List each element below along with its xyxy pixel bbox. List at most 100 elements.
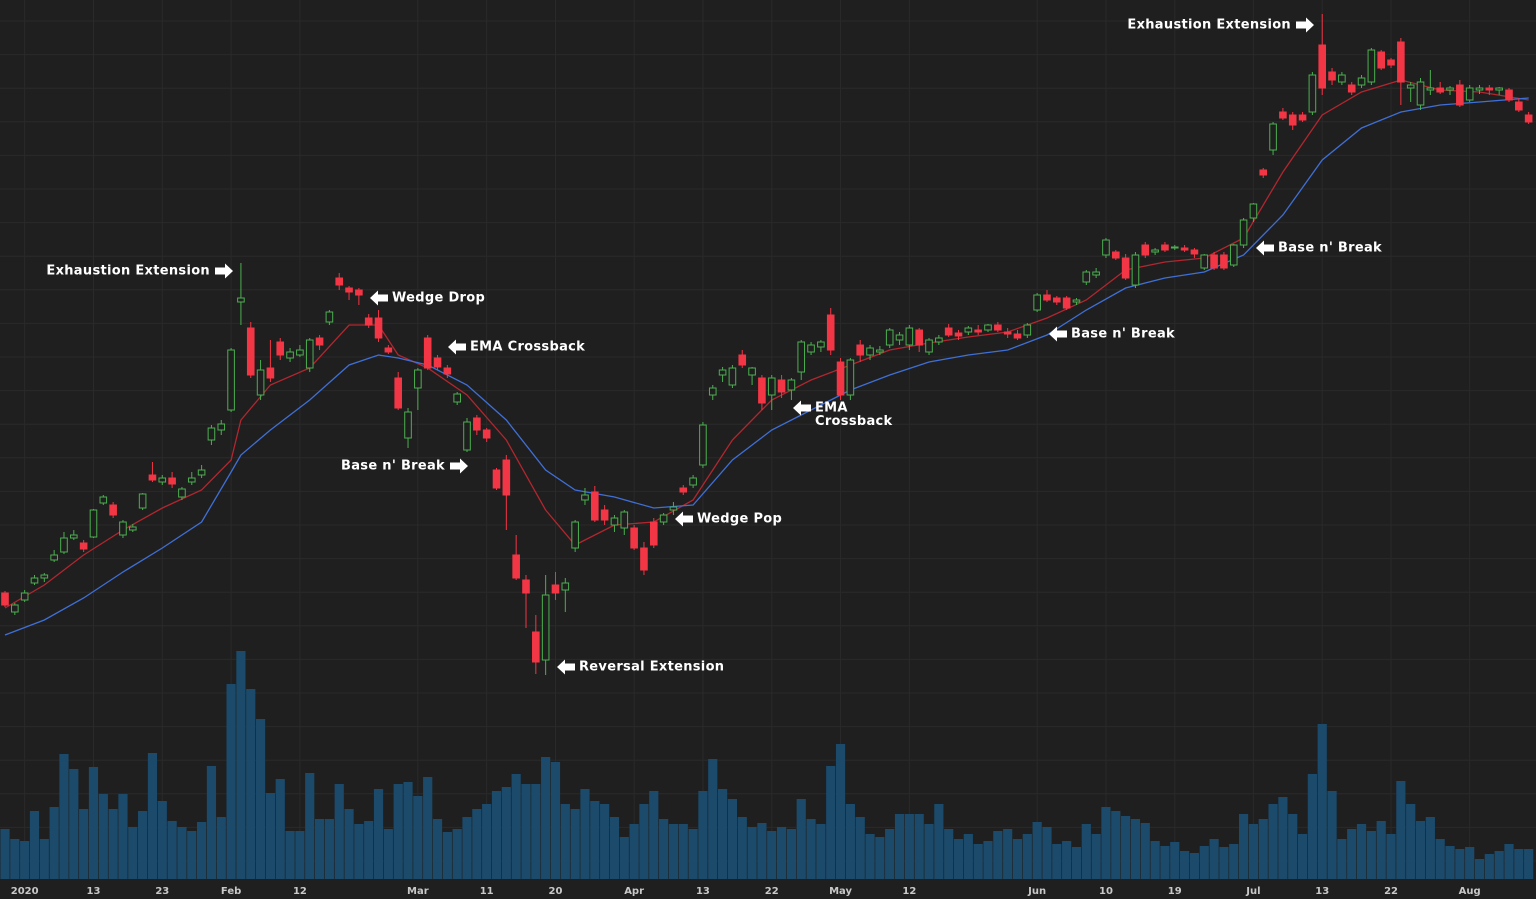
volume-bar (1465, 847, 1475, 879)
candle-body (541, 594, 550, 661)
candle-body (866, 347, 874, 356)
candle-body (414, 369, 422, 389)
candle-body (1102, 239, 1110, 256)
candle-body (777, 379, 786, 393)
volume-bar (1052, 844, 1062, 879)
candle-body (20, 592, 29, 601)
candle-body (1416, 81, 1425, 106)
volume-bar (1160, 846, 1170, 879)
candle-body (1456, 84, 1464, 106)
volume-bar (747, 827, 757, 879)
x-tick-label: 20 (549, 886, 563, 897)
candle-body (758, 377, 766, 404)
candle-body (1505, 89, 1513, 101)
annotation-arrow (450, 458, 468, 474)
candle-body (1092, 271, 1100, 276)
candle-body (443, 367, 452, 375)
candle-body (944, 327, 953, 336)
volume-bar (167, 821, 177, 879)
candle-body (964, 327, 973, 333)
candle-body (1377, 51, 1386, 69)
annotation-arrow (370, 290, 388, 306)
candle-body (1397, 41, 1405, 83)
annotation-label: EMA (815, 401, 848, 416)
candle-body (669, 506, 678, 511)
volume-bar (580, 789, 590, 879)
candle-body (1111, 251, 1120, 259)
candle-body (50, 554, 58, 561)
x-tick-label: Jul (1245, 886, 1260, 897)
volume-bar (98, 794, 108, 879)
candle-body (1220, 254, 1228, 269)
candle-body (315, 337, 324, 346)
volume-bar (1494, 851, 1504, 879)
candle-body (1082, 271, 1091, 283)
candle-body (1495, 87, 1503, 91)
volume-bar (816, 824, 826, 879)
volume-bar (885, 829, 895, 879)
x-tick-label: 13 (696, 886, 710, 897)
candle-body (40, 574, 49, 579)
volume-bar (1121, 816, 1131, 879)
candle-body (1436, 87, 1444, 93)
candle-body (748, 367, 756, 376)
candle-body (1269, 123, 1277, 151)
candle-body (502, 459, 511, 496)
candle-body (679, 487, 688, 493)
candle-body (905, 327, 914, 346)
candle-body (1131, 254, 1140, 286)
candle-body (453, 393, 461, 403)
volume-bar (177, 827, 187, 879)
volume-bar (1347, 829, 1357, 879)
volume-bar (944, 829, 954, 879)
volume-bar (570, 809, 580, 879)
volume-bar (1258, 819, 1268, 879)
volume-bar (609, 817, 620, 879)
annotation-label: Exhaustion Extension (1127, 18, 1291, 33)
x-tick-label: 12 (902, 886, 916, 897)
volume-bar (147, 753, 158, 879)
candle-body (649, 521, 658, 546)
candle-body (797, 341, 806, 373)
volume-bar (1504, 844, 1514, 879)
x-tick-label: 13 (1315, 886, 1329, 897)
candle-body (1446, 87, 1454, 91)
x-tick-label: 12 (293, 886, 307, 897)
volume-bar (364, 821, 374, 879)
candle-body (463, 421, 471, 451)
candle-body (846, 359, 855, 396)
candle-body (374, 317, 383, 339)
x-tick-label: 23 (155, 886, 169, 897)
volume-bar (10, 839, 20, 879)
x-tick-label: 22 (765, 886, 779, 897)
x-tick-label: May (829, 886, 852, 897)
volume-bar (128, 827, 138, 879)
volume-bar (1101, 807, 1111, 879)
volume-bar (216, 817, 226, 879)
candle-body (384, 347, 393, 353)
candle-body (571, 521, 579, 549)
volume-bar (1484, 854, 1494, 879)
annotation-label: Base n' Break (1071, 327, 1175, 342)
candle-body (1367, 49, 1376, 83)
annotation-label: Base n' Break (341, 459, 445, 474)
candle-body (79, 542, 88, 550)
candle-body (1465, 87, 1474, 101)
volume-bar (737, 817, 747, 879)
volume-bar (1396, 781, 1406, 879)
volume-bar (727, 799, 738, 879)
annotation-label: Base n' Break (1278, 241, 1382, 256)
volume-bar (59, 754, 69, 879)
candle-body (70, 534, 78, 539)
volume-bar (462, 817, 472, 879)
volume-bar (1356, 824, 1367, 879)
candle-body (826, 314, 835, 351)
volume-bar (1386, 834, 1396, 879)
candle-body (974, 329, 982, 333)
annotation-arrow (1256, 240, 1274, 256)
candle-body (60, 537, 68, 553)
x-tick-label: 22 (1384, 886, 1398, 897)
candle-body (610, 517, 619, 526)
candle-body (1288, 114, 1297, 126)
volume-bar (1435, 839, 1445, 879)
